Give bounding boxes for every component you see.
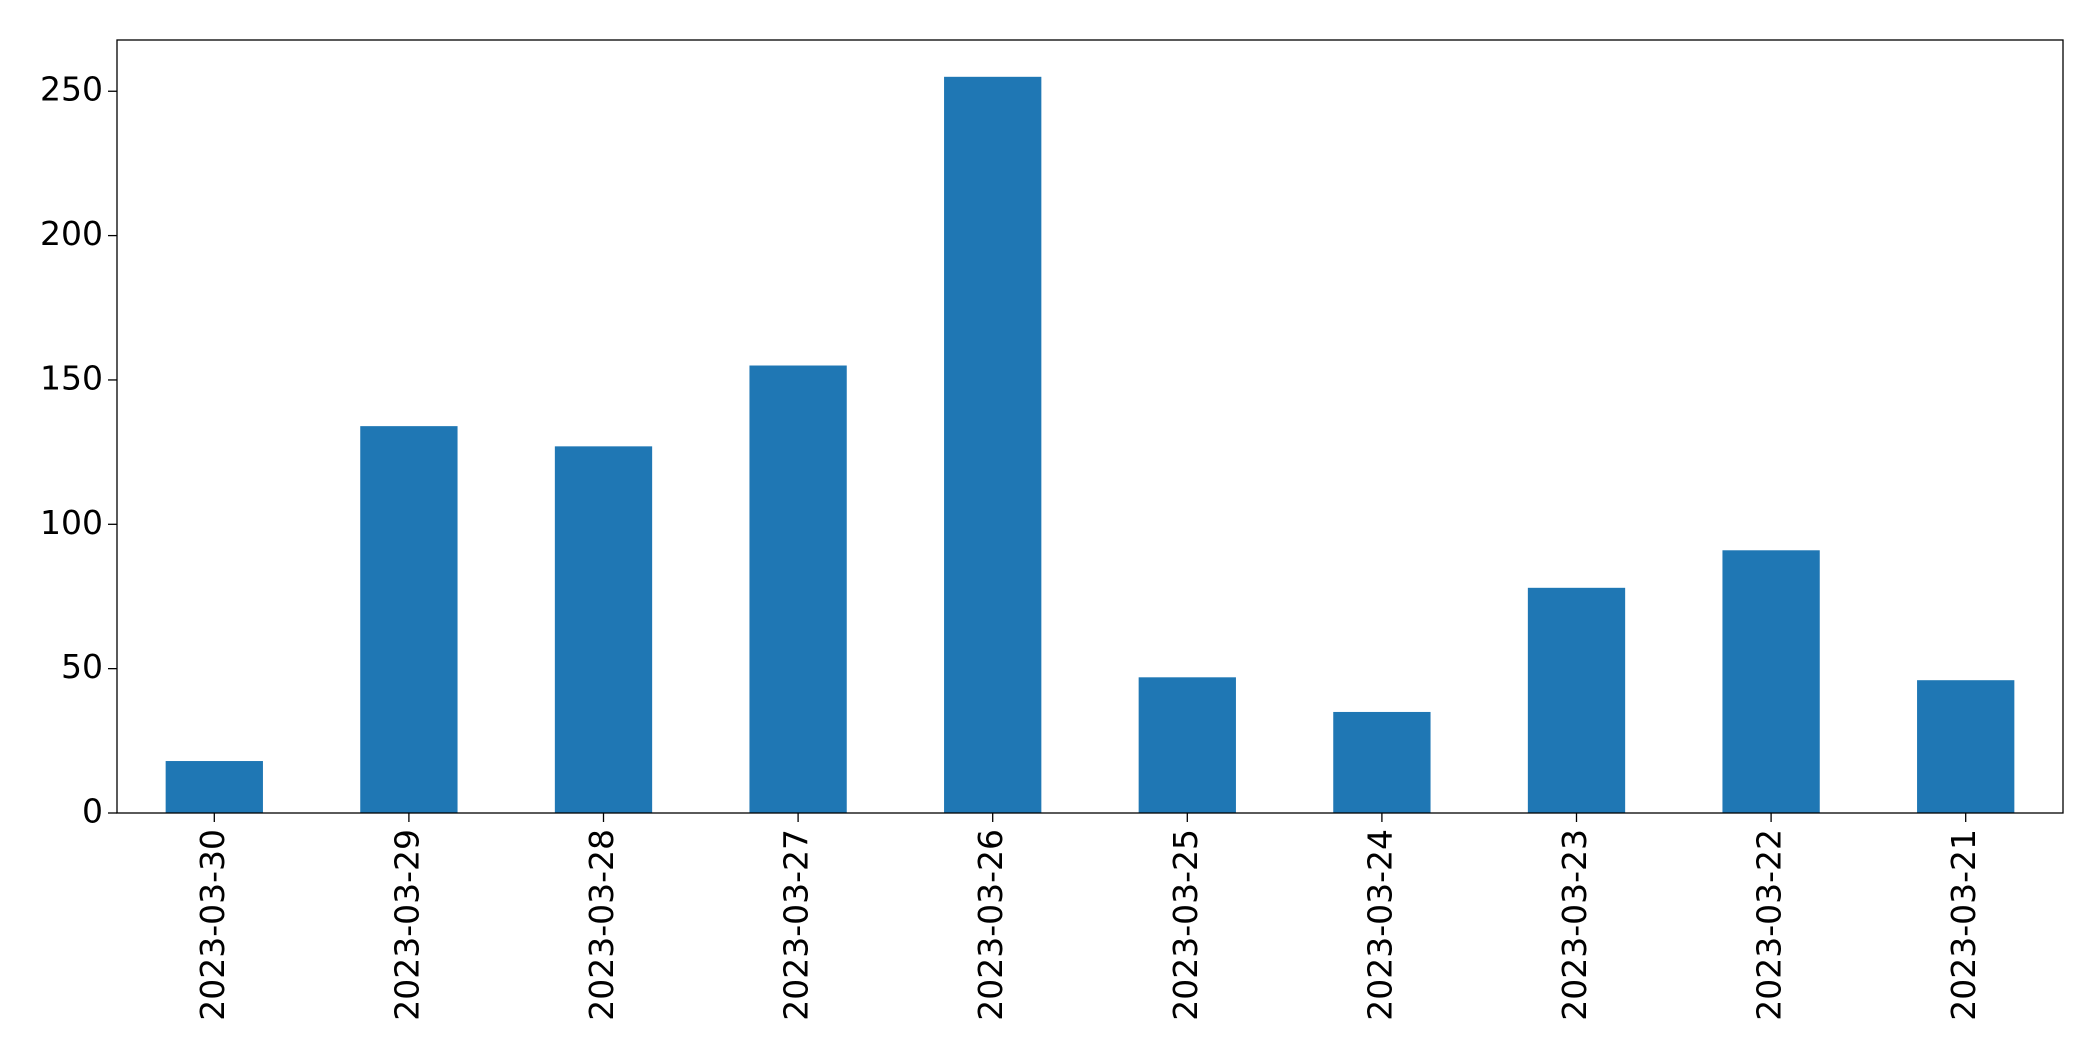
x-tick-label: 2023-03-24: [1360, 829, 1399, 1021]
axes-frame: [116, 39, 2064, 814]
y-tick-label: 50: [61, 647, 103, 686]
bar: [165, 761, 263, 813]
x-tick-label: 2023-03-28: [582, 829, 621, 1021]
x-tick-label: 2023-03-30: [193, 829, 232, 1021]
bar: [944, 76, 1042, 814]
x-tick-label: 2023-03-27: [777, 829, 816, 1021]
bar: [360, 426, 458, 813]
y-tick-label: 0: [82, 792, 103, 831]
x-tick-label: 2023-03-22: [1750, 829, 1789, 1021]
bar: [1527, 587, 1626, 813]
bar: [749, 365, 847, 813]
y-tick-label: 100: [40, 503, 103, 542]
y-tick-label: 150: [40, 358, 103, 397]
y-tick-label: 250: [40, 70, 103, 109]
bar: [1722, 550, 1820, 813]
bar: [1138, 677, 1236, 813]
x-tick-label: 2023-03-26: [971, 829, 1010, 1021]
bar: [1917, 680, 2015, 813]
bar: [554, 446, 653, 813]
y-tick-label: 200: [40, 214, 103, 253]
bar: [1333, 711, 1431, 813]
x-tick-label: 2023-03-21: [1944, 829, 1983, 1021]
x-tick-label: 2023-03-25: [1166, 829, 1205, 1021]
x-tick-label: 2023-03-29: [387, 829, 426, 1021]
x-tick-label: 2023-03-23: [1555, 829, 1594, 1021]
